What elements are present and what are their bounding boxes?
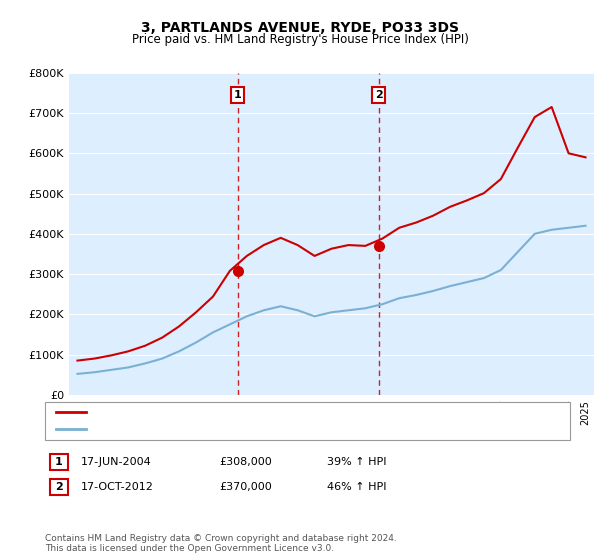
Text: 39% ↑ HPI: 39% ↑ HPI: [327, 457, 386, 467]
Text: 2: 2: [375, 90, 383, 100]
Text: 1: 1: [55, 457, 62, 467]
Text: 3, PARTLANDS AVENUE, RYDE, PO33 3DS: 3, PARTLANDS AVENUE, RYDE, PO33 3DS: [141, 21, 459, 35]
Text: 17-JUN-2004: 17-JUN-2004: [81, 457, 152, 467]
Text: 46% ↑ HPI: 46% ↑ HPI: [327, 482, 386, 492]
Text: Contains HM Land Registry data © Crown copyright and database right 2024.
This d: Contains HM Land Registry data © Crown c…: [45, 534, 397, 553]
Text: 1: 1: [234, 90, 242, 100]
Text: 3, PARTLANDS AVENUE, RYDE, PO33 3DS (detached house): 3, PARTLANDS AVENUE, RYDE, PO33 3DS (det…: [93, 407, 400, 417]
Text: Price paid vs. HM Land Registry's House Price Index (HPI): Price paid vs. HM Land Registry's House …: [131, 32, 469, 46]
Text: £370,000: £370,000: [219, 482, 272, 492]
Text: £308,000: £308,000: [219, 457, 272, 467]
Text: HPI: Average price, detached house, Isle of Wight: HPI: Average price, detached house, Isle…: [93, 424, 351, 434]
Text: 2: 2: [55, 482, 62, 492]
Text: 17-OCT-2012: 17-OCT-2012: [81, 482, 154, 492]
